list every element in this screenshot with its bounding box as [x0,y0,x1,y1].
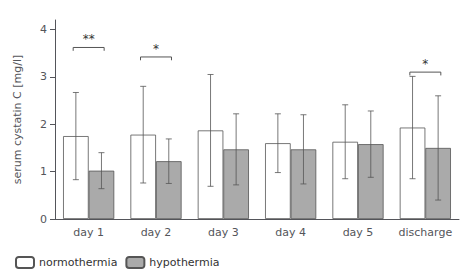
svg-text:**: ** [83,32,95,46]
svg-text:*: * [153,42,159,56]
svg-text:1: 1 [40,165,47,178]
svg-text:*: * [422,57,428,71]
svg-text:day 2: day 2 [141,226,172,239]
svg-text:2: 2 [40,118,47,131]
svg-text:discharge: discharge [399,226,453,239]
svg-text:day 1: day 1 [73,226,104,239]
svg-text:serum cystatin C [mg/l]: serum cystatin C [mg/l] [11,55,24,185]
svg-text:normothermia: normothermia [39,256,117,269]
svg-text:3: 3 [40,70,47,83]
svg-text:day 5: day 5 [343,226,374,239]
svg-text:day 4: day 4 [275,226,306,239]
svg-text:0: 0 [40,213,47,226]
svg-text:hypothermia: hypothermia [149,256,219,269]
svg-text:4: 4 [40,23,47,36]
svg-text:day 3: day 3 [208,226,239,239]
